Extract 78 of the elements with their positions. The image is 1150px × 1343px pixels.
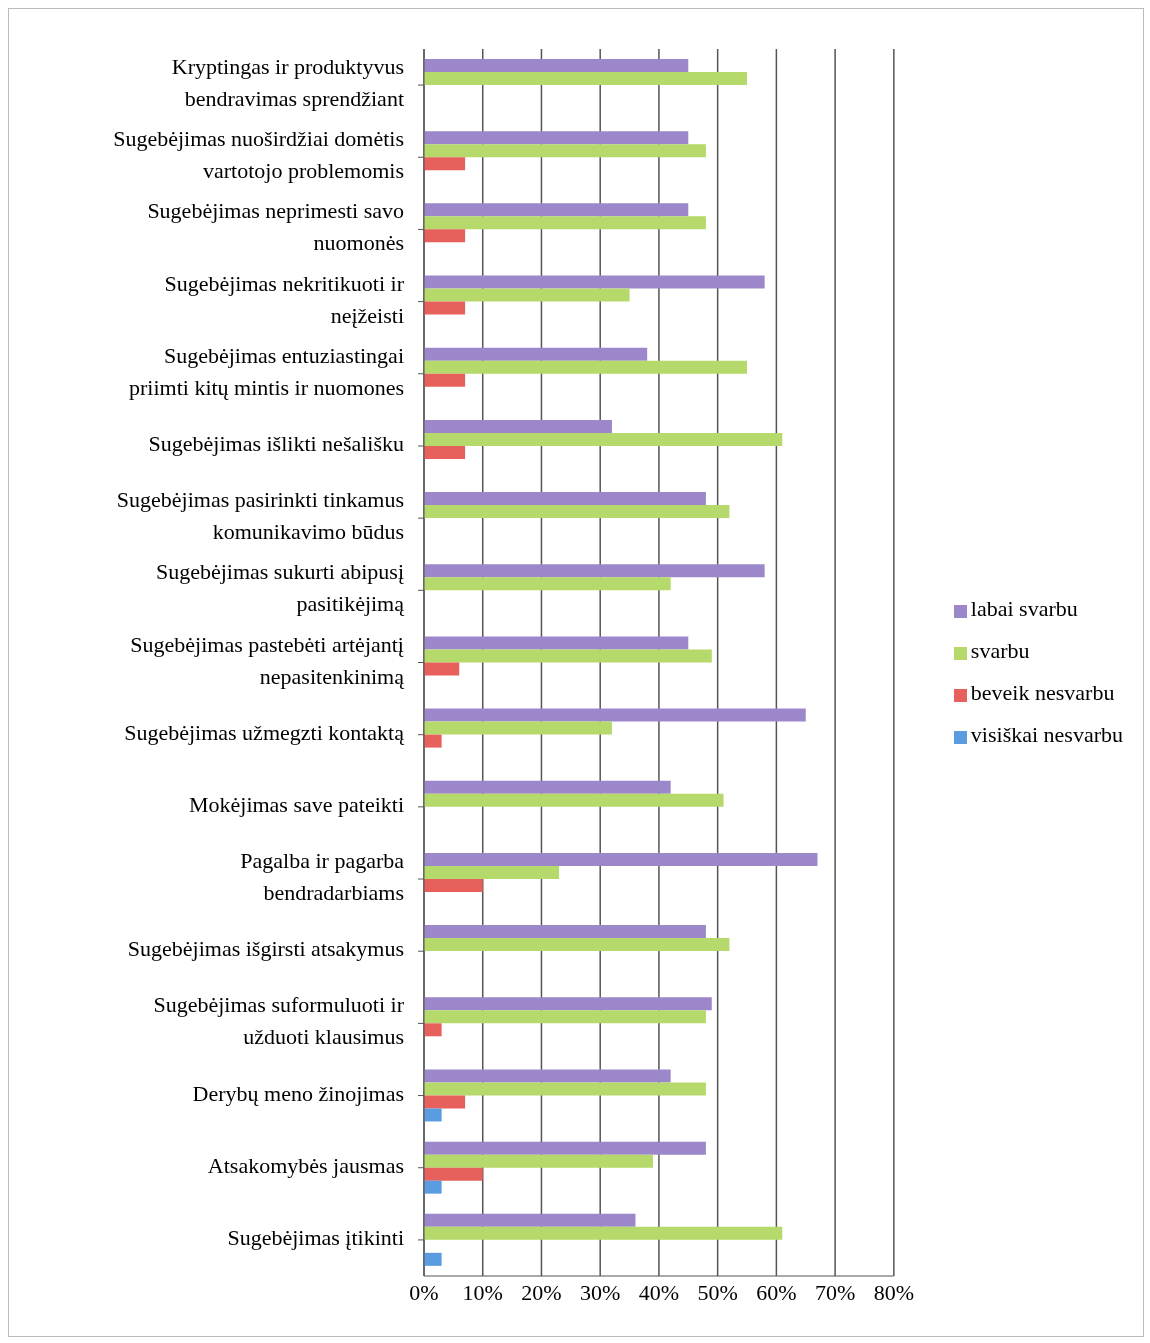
bar [424, 347, 648, 361]
y-tick-label: Sugebėjimas išgirsti atsakymus [127, 936, 404, 962]
bar [424, 1213, 636, 1227]
bar [424, 505, 730, 519]
legend-label: beveik nesvarbu [970, 679, 1115, 705]
x-tick-label: 50% [697, 1279, 738, 1305]
bar [424, 1154, 654, 1168]
bar [424, 275, 765, 289]
y-tick-label: Kryptingas ir produktyvus bendravimas sprendžiant [171, 54, 404, 112]
bar [424, 734, 442, 748]
bar [424, 1167, 483, 1181]
bar [424, 649, 712, 663]
bar [424, 72, 748, 85]
bar [424, 59, 689, 72]
y-tick-label: Sugebėjimas sukurti abipusį pasitikėjimą [155, 559, 405, 617]
y-tick-label: Sugebėjimas pasirinkti tinkamus komunikavimo būdus [116, 487, 404, 545]
bar [424, 780, 671, 794]
y-tick-label: Mokėjimas save pateikti [188, 791, 404, 817]
legend-label: svarbu [970, 637, 1030, 663]
bar [424, 852, 818, 866]
bar [424, 492, 706, 506]
bar [424, 144, 706, 158]
x-tick-label: 70% [814, 1279, 856, 1305]
bar [424, 1252, 442, 1266]
x-tick-label: 20% [521, 1279, 562, 1305]
bar [424, 288, 630, 302]
bar [424, 938, 730, 952]
bar [424, 419, 612, 433]
bar [424, 577, 671, 591]
bar [424, 636, 689, 650]
bar [424, 1023, 442, 1037]
bar [424, 865, 560, 879]
bar [424, 1095, 466, 1109]
bar [424, 925, 706, 939]
bar [424, 131, 689, 145]
bar [424, 445, 466, 459]
bar [424, 203, 689, 217]
bar [424, 793, 724, 807]
bar [424, 1082, 706, 1096]
bar [424, 662, 460, 676]
bar [424, 1010, 706, 1024]
bar [424, 229, 466, 243]
bar [424, 1108, 442, 1122]
bar [424, 373, 466, 387]
bar [424, 216, 706, 230]
x-tick-label: 40% [638, 1279, 680, 1305]
bar [424, 564, 765, 578]
bar [424, 708, 806, 722]
y-tick-label: Sugebėjimas užmegzti kontaktą [124, 719, 405, 745]
y-tick-label: Pagalba ir pagarba bendradarbiams [240, 848, 405, 906]
y-tick-label: Atsakomybės jausmas [207, 1152, 404, 1178]
bar [424, 1141, 706, 1155]
legend-label: visiškai nesvarbu [970, 721, 1123, 747]
y-tick-label: Sugebėjimas neprimesti savo nuomonės [147, 198, 404, 256]
y-tick-label: Sugebėjimas įtikinti [227, 1224, 404, 1250]
y-tick-label: Sugebėjimas pastebėti artėjantį nepasitenkinimą [130, 631, 405, 689]
bar [424, 997, 712, 1011]
bar [424, 432, 783, 446]
bar [424, 360, 748, 374]
x-tick-label: 0% [409, 1279, 439, 1305]
bar [424, 157, 466, 171]
y-tick-label: Sugebėjimas entuziastingai priimti kitų mintis ir nuomones [129, 342, 404, 400]
y-tick-label: Sugebėjimas nuoširdžiai domėtis vartotojo problemomis [113, 126, 404, 184]
y-tick-label: Sugebėjimas suformuluoti ir užduoti klausimus [153, 992, 405, 1050]
bar [424, 1226, 783, 1240]
legend-label: labai svarbu [970, 595, 1078, 621]
y-tick-label: Derybų meno žinojimas [192, 1080, 404, 1106]
bar [424, 721, 612, 735]
x-tick-label: 30% [580, 1279, 621, 1305]
x-tick-label: 60% [756, 1279, 797, 1305]
x-tick-label: 80% [873, 1279, 915, 1305]
bar [424, 1180, 442, 1194]
y-tick-label: Sugebėjimas išlikti nešališku [148, 431, 404, 457]
bar [424, 878, 483, 892]
bar [424, 1069, 671, 1083]
bar [424, 301, 466, 315]
y-tick-label: Sugebėjimas nekritikuoti ir neįžeisti [164, 270, 405, 328]
x-tick-label: 10% [462, 1279, 503, 1305]
